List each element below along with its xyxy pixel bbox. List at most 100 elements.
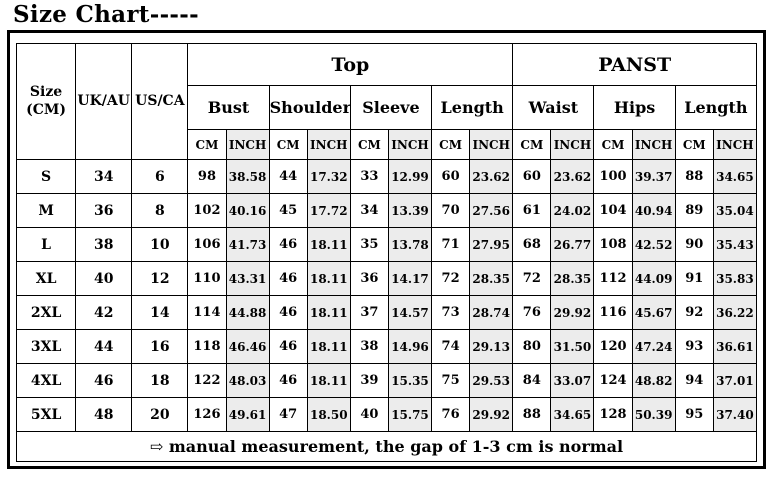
value-cell: 92 — [674, 295, 714, 330]
value-cell: 34.65 — [712, 159, 758, 194]
value-cell: 18.11 — [306, 295, 351, 330]
value-cell: 29.13 — [469, 329, 514, 364]
value-cell: 110 — [187, 261, 227, 296]
table-row: S 34 6 98 38.58 44 17.32 33 12.99 60 23.62 60 23.62 1… — [15, 159, 758, 194]
value-cell: 104 — [593, 193, 633, 228]
value-cell: 27.95 — [469, 227, 514, 262]
size-column-header-line1: Size — [29, 84, 63, 100]
table-row: 3XL 44 16 118 46.46 46 18.11 38 14.96 74 29.13 80 31… — [15, 329, 758, 364]
unit-inch-header: INCH — [631, 129, 676, 160]
value-cell: 128 — [593, 397, 633, 432]
ukau-cell: 48 — [75, 397, 133, 432]
size-cell: 2XL — [15, 295, 77, 330]
ukau-cell: 46 — [75, 363, 133, 398]
value-cell: 60 — [512, 159, 552, 194]
top-length-header: Length — [431, 85, 514, 130]
value-cell: 70 — [431, 193, 471, 228]
shoulder-header: Shoulder — [268, 85, 351, 130]
value-cell: 34 — [349, 193, 389, 228]
value-cell: 39.37 — [631, 159, 676, 194]
value-cell: 46.46 — [225, 329, 270, 364]
value-cell: 84 — [512, 363, 552, 398]
value-cell: 12.99 — [387, 159, 433, 194]
value-cell: 61 — [512, 193, 552, 228]
value-cell: 45 — [268, 193, 308, 228]
value-cell: 36.61 — [712, 329, 758, 364]
value-cell: 60 — [431, 159, 471, 194]
size-cell: 5XL — [15, 397, 77, 432]
value-cell: 18.50 — [306, 397, 351, 432]
unit-inch-header: INCH — [712, 129, 758, 160]
value-cell: 14.17 — [387, 261, 433, 296]
value-cell: 37.01 — [712, 363, 758, 398]
value-cell: 114 — [187, 295, 227, 330]
value-cell: 50.39 — [631, 397, 676, 432]
value-cell: 46 — [268, 227, 308, 262]
value-cell: 75 — [431, 363, 471, 398]
value-cell: 42.52 — [631, 227, 676, 262]
ukau-column-header: UK/AU — [75, 43, 133, 160]
value-cell: 28.35 — [550, 261, 595, 296]
value-cell: 23.62 — [550, 159, 595, 194]
usca-cell: 14 — [131, 295, 189, 330]
value-cell: 18.11 — [306, 363, 351, 398]
value-cell: 29.53 — [469, 363, 514, 398]
value-cell: 49.61 — [225, 397, 270, 432]
size-cell: 4XL — [15, 363, 77, 398]
size-chart-table: Size (CM) UK/AU US/CA Top PANST Bust Sho… — [15, 43, 758, 462]
ukau-cell: 34 — [75, 159, 133, 194]
value-cell: 48.82 — [631, 363, 676, 398]
unit-cm-header: CM — [674, 129, 714, 160]
value-cell: 93 — [674, 329, 714, 364]
usca-column-header: US/CA — [131, 43, 189, 160]
size-cell: L — [15, 227, 77, 262]
value-cell: 18.11 — [306, 329, 351, 364]
value-cell: 43.31 — [225, 261, 270, 296]
value-cell: 40.16 — [225, 193, 270, 228]
table-row: L 38 10 106 41.73 46 18.11 35 13.78 71 27.95 68 26.7… — [15, 227, 758, 262]
value-cell: 118 — [187, 329, 227, 364]
footnote: ⇨ manual measurement, the gap of 1-3 cm … — [16, 431, 757, 462]
value-cell: 80 — [512, 329, 552, 364]
value-cell: 28.35 — [469, 261, 514, 296]
value-cell: 47.24 — [631, 329, 676, 364]
value-cell: 39 — [349, 363, 389, 398]
value-cell: 35.04 — [712, 193, 758, 228]
value-cell: 14.57 — [387, 295, 433, 330]
unit-cm-header: CM — [187, 129, 227, 160]
value-cell: 46 — [268, 261, 308, 296]
value-cell: 36 — [349, 261, 389, 296]
table-row: 2XL 42 14 114 44.88 46 18.11 37 14.57 73 28.74 76 29… — [15, 295, 758, 330]
value-cell: 89 — [674, 193, 714, 228]
panst-group-header: PANST — [512, 43, 757, 86]
value-cell: 90 — [674, 227, 714, 262]
value-cell: 74 — [431, 329, 471, 364]
footnote-row: ⇨ manual measurement, the gap of 1-3 cm … — [16, 431, 757, 462]
value-cell: 48.03 — [225, 363, 270, 398]
value-cell: 17.32 — [306, 159, 351, 194]
value-cell: 46 — [268, 363, 308, 398]
table-row: M 36 8 102 40.16 45 17.72 34 13.39 70 27.56 61 24.02… — [15, 193, 758, 228]
size-cell: M — [15, 193, 77, 228]
ukau-cell: 38 — [75, 227, 133, 262]
value-cell: 88 — [512, 397, 552, 432]
value-cell: 37 — [349, 295, 389, 330]
ukau-cell: 36 — [75, 193, 133, 228]
ukau-cell: 44 — [75, 329, 133, 364]
value-cell: 35.43 — [712, 227, 758, 262]
value-cell: 88 — [674, 159, 714, 194]
value-cell: 47 — [268, 397, 308, 432]
value-cell: 68 — [512, 227, 552, 262]
value-cell: 35.83 — [712, 261, 758, 296]
unit-cm-header: CM — [349, 129, 389, 160]
value-cell: 76 — [431, 397, 471, 432]
unit-inch-header: INCH — [225, 129, 270, 160]
size-cell: XL — [15, 261, 77, 296]
unit-inch-header: INCH — [306, 129, 351, 160]
value-cell: 34.65 — [550, 397, 595, 432]
page-title: Size Chart----- — [13, 1, 199, 28]
value-cell: 95 — [674, 397, 714, 432]
value-cell: 44 — [268, 159, 308, 194]
table-row: XL 40 12 110 43.31 46 18.11 36 14.17 72 28.35 72 28.… — [15, 261, 758, 296]
value-cell: 116 — [593, 295, 633, 330]
